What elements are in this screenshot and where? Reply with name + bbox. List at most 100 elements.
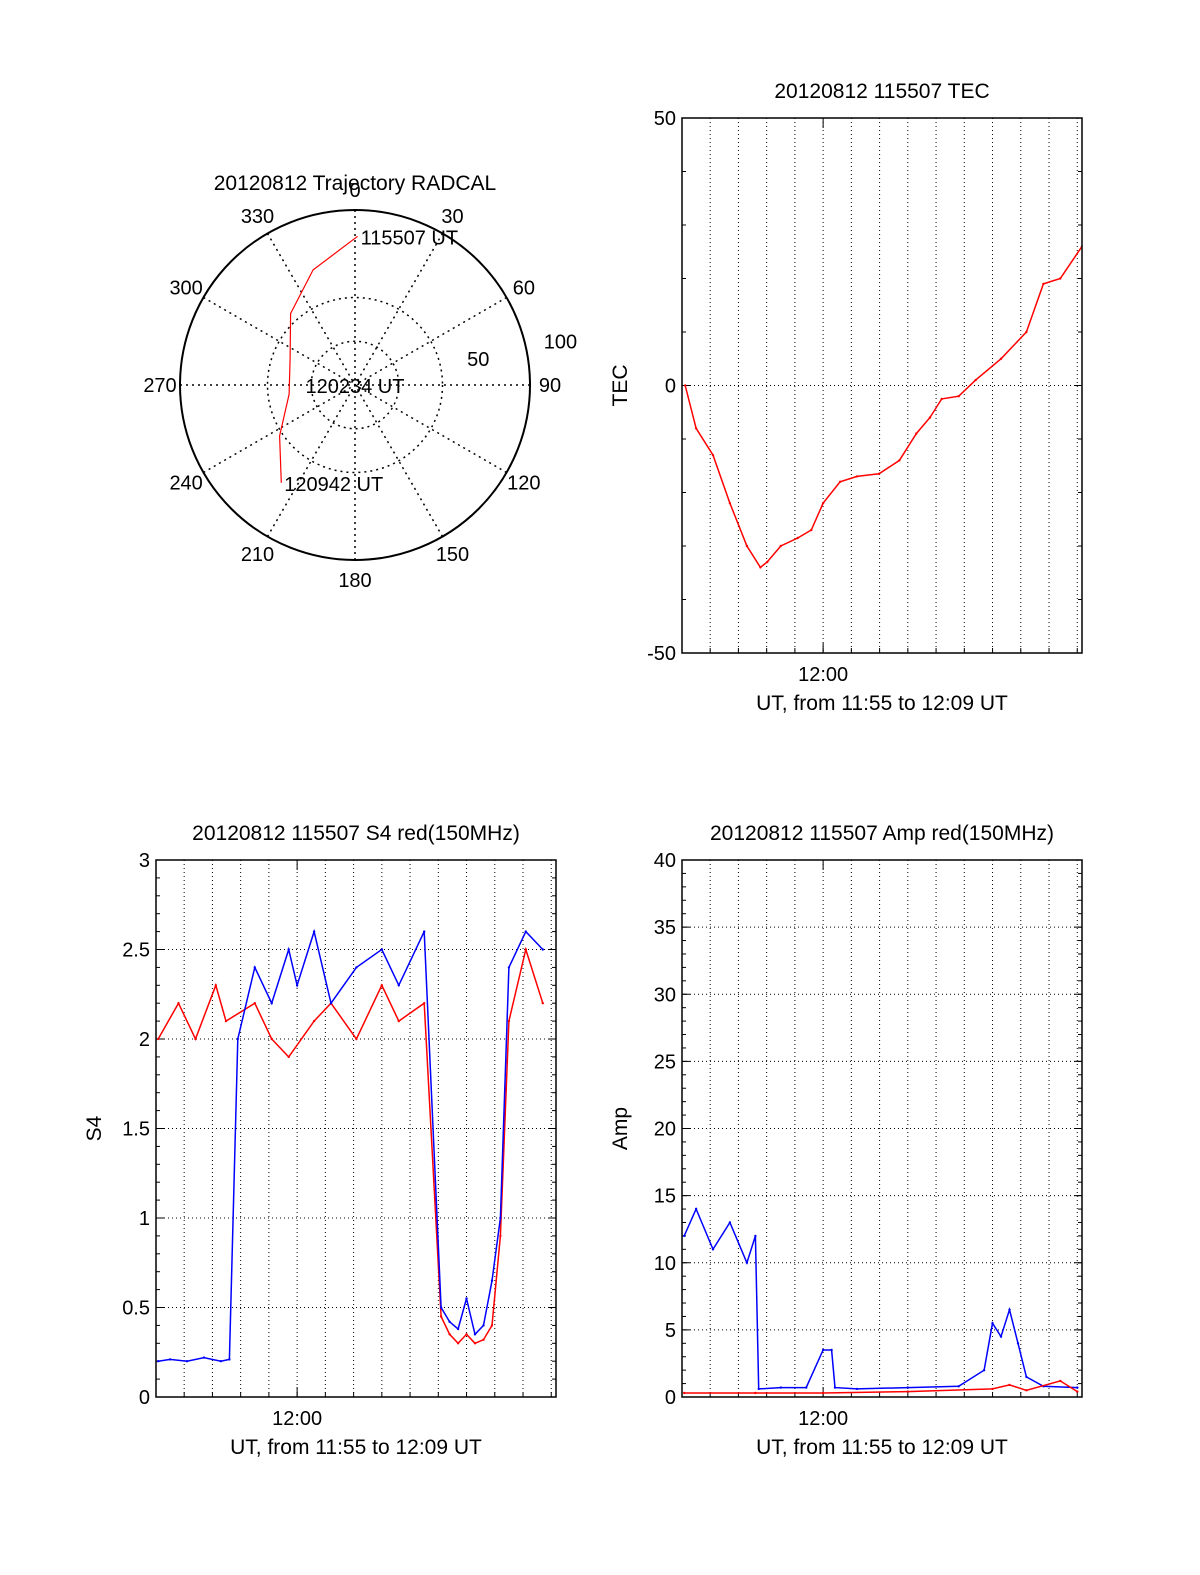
amp-plot-area: 0 5 10 15 20 25 30 35 40 12:00 <box>654 850 1083 1430</box>
s4-title: 20120812 115507 S4 red(150MHz) <box>192 822 520 845</box>
azimuth-label: 270 <box>143 375 176 397</box>
amp-data-point <box>683 1234 686 1238</box>
azimuth-label: 300 <box>169 278 202 300</box>
amp-data-point <box>779 1386 782 1389</box>
amp-data-point <box>1025 1389 1028 1392</box>
tec-data-point <box>838 480 842 483</box>
amp-data-point <box>821 1391 825 1395</box>
tec-data-point <box>928 416 932 419</box>
s4-data-point <box>312 1019 316 1023</box>
azimuth-label: 90 <box>539 375 561 397</box>
s4-data-point <box>397 984 400 987</box>
s4-y-tick-label: 0 <box>139 1387 150 1409</box>
tec-data-point <box>877 472 881 475</box>
radial-labels: 50 100 <box>467 331 577 370</box>
s4-data-point <box>524 948 527 951</box>
s4-data-point <box>490 1324 494 1327</box>
s4-data-point <box>228 1358 231 1361</box>
amp-data-point <box>991 1387 994 1391</box>
amp-data-point <box>906 1386 909 1389</box>
azimuth-label: 60 <box>513 278 535 300</box>
tec-data-point <box>779 544 782 548</box>
tec-data-point <box>855 475 859 478</box>
s4-data-point <box>270 1002 273 1005</box>
s4-data-point <box>499 1234 502 1238</box>
trajectory-annotations: 115507 UT 120234 UT 120942 UT <box>284 227 458 496</box>
s4-data-point <box>214 984 217 987</box>
tec-data-point <box>999 357 1003 360</box>
amp-data-point <box>745 1261 749 1265</box>
s4-data-point <box>541 1002 544 1005</box>
amp-series-line <box>684 1380 1078 1394</box>
tec-data-point <box>915 432 918 435</box>
tec-x-tick-label: 12:00 <box>798 664 848 686</box>
azimuth-label: 30 <box>441 206 463 228</box>
azimuth-label: 330 <box>241 206 274 228</box>
tec-frame <box>681 117 1083 654</box>
amp-y-tick-label: 35 <box>654 917 676 939</box>
tec-y-axis-label: TEC <box>609 365 632 407</box>
s4-data-point <box>185 1360 189 1363</box>
trajectory-time-label: 115507 UT <box>361 227 458 249</box>
amp-data-point <box>754 1234 757 1238</box>
tec-data-point <box>694 427 698 430</box>
s4-y-axis-label: S4 <box>83 1115 106 1141</box>
tec-data-point <box>684 384 687 387</box>
amp-data-point <box>694 1207 698 1211</box>
amp-y-tick-label: 40 <box>654 850 676 872</box>
s4-data-point <box>448 1320 451 1324</box>
tec-panel: 20120812 115507 TEC UT, from 11:55 to 12… <box>609 80 1008 715</box>
amp-data-point <box>683 1391 686 1395</box>
s4-series-line <box>157 946 544 1345</box>
trajectory-time-label: 120234 UT <box>306 376 405 398</box>
amp-data-point <box>821 1348 825 1352</box>
s4-data-point <box>490 1279 494 1282</box>
s4-data-point <box>482 1338 485 1341</box>
amp-data-point <box>906 1390 909 1393</box>
amp-title: 20120812 115507 Amp red(150MHz) <box>710 822 1054 845</box>
s4-data-point <box>380 948 383 951</box>
amp-data-point <box>805 1386 808 1389</box>
s4-data-point <box>253 1002 256 1005</box>
s4-data-point <box>380 984 383 987</box>
amp-data-point <box>1008 1383 1011 1387</box>
s4-data-point <box>456 1327 460 1331</box>
amp-data-point <box>1076 1390 1079 1393</box>
amp-frame <box>681 859 1083 1398</box>
amp-y-tick-label: 5 <box>665 1320 676 1342</box>
s4-series-line <box>158 928 544 1362</box>
s4-data-point <box>329 1002 333 1005</box>
amp-data-point <box>711 1248 715 1251</box>
s4-data-point <box>524 930 527 933</box>
s4-data-point <box>355 966 358 969</box>
s4-data-point <box>219 1360 223 1363</box>
s4-data-point <box>157 1360 160 1363</box>
s4-data-point <box>202 1356 206 1359</box>
azimuth-labels: 0 30 60 90 120 150 180 210 240 270 300 330 <box>143 180 561 592</box>
tec-x-axis-label: UT, from 11:55 to 12:09 UT <box>756 692 1008 715</box>
s4-panel: 20120812 115507 S4 red(150MHz) UT, from … <box>83 822 520 1459</box>
amp-data-point <box>957 1385 960 1388</box>
s4-x-axis-label: UT, from 11:55 to 12:09 UT <box>230 1436 482 1459</box>
trajectory-time-label: 120942 UT <box>284 474 383 496</box>
s4-frame <box>155 859 557 1398</box>
s4-data-point <box>439 1306 443 1309</box>
s4-data-point <box>168 1358 172 1361</box>
s4-data-point <box>473 1333 477 1336</box>
tec-data-point <box>957 395 960 398</box>
s4-y-tick-label: 2.5 <box>122 940 150 962</box>
amp-data-point <box>757 1387 760 1391</box>
amp-y-tick-label: 10 <box>654 1253 676 1275</box>
s4-data-point <box>507 1019 511 1023</box>
s4-data-point <box>465 1333 468 1336</box>
tec-data-point <box>728 502 732 505</box>
s4-data-point <box>253 966 256 969</box>
amp-x-axis-label: UT, from 11:55 to 12:09 UT <box>756 1436 1008 1459</box>
s4-data-point <box>287 1055 290 1059</box>
s4-y-tick-label: 1 <box>139 1208 150 1230</box>
s4-x-tick-label: 12:00 <box>272 1408 322 1430</box>
s4-data-point <box>423 930 426 933</box>
s4-data-point <box>499 1216 502 1220</box>
tec-series-line <box>684 245 1082 569</box>
